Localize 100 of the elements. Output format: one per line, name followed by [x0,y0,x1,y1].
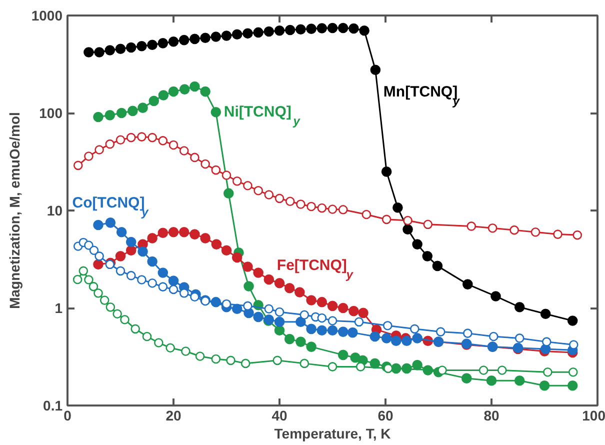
point [514,375,525,386]
point [148,278,157,288]
point [567,380,578,391]
point [306,342,316,352]
point [190,152,200,162]
point [488,223,498,233]
point [359,25,370,36]
point [138,246,148,257]
point [358,308,368,318]
point [514,334,524,343]
point [243,180,252,190]
point [158,228,168,238]
point [221,30,232,41]
point [327,325,338,336]
point [94,288,103,298]
point [94,145,104,154]
point [328,204,338,214]
point [105,139,115,149]
point [148,96,160,106]
x-tick-label: 60 [378,408,394,424]
point [296,336,306,347]
point [126,42,136,53]
point [200,86,210,97]
point [486,375,497,386]
point [190,229,200,240]
point [348,306,359,316]
point [168,226,179,238]
point [244,281,254,292]
point [543,367,552,377]
point [542,337,552,346]
point [84,275,94,284]
point [179,288,189,298]
point [136,41,147,52]
point [412,239,422,250]
point [402,224,413,235]
point [478,366,488,375]
point [284,282,295,294]
point [296,316,306,328]
point [89,246,99,256]
x-tick-label: 80 [484,408,500,424]
point [158,38,168,48]
point [168,36,179,47]
point [274,194,284,204]
point [126,245,136,256]
point [274,278,285,288]
point [384,364,393,374]
point [116,135,126,145]
point [300,310,310,320]
point [402,336,412,346]
point [530,227,540,237]
point [317,313,327,323]
point [466,222,476,231]
point [116,266,126,276]
point [296,200,306,209]
point [514,302,525,312]
x-tick-label: 0 [64,408,72,424]
point [253,268,264,278]
point [306,202,316,212]
point [88,282,98,292]
point [254,186,263,196]
y-tick-label: 1000 [31,8,63,24]
point [338,326,348,337]
point [438,366,447,375]
point [104,45,116,56]
point [116,108,127,118]
point [306,295,316,306]
point [126,270,136,280]
point [316,23,328,34]
point [158,268,168,278]
point [296,24,306,35]
point [497,366,507,375]
point [138,102,148,113]
point [382,320,392,330]
point [569,340,578,350]
point [93,220,104,230]
point [222,299,232,309]
point [211,165,221,175]
y-tick-label: 100 [39,105,63,121]
point [168,86,179,97]
point [178,226,190,238]
point [338,302,348,314]
point [93,112,104,122]
point [370,331,380,342]
point [190,34,200,44]
x-tick-label: 100 [582,408,605,424]
point [240,358,250,368]
point [210,32,222,42]
point [147,40,158,50]
point [178,34,190,46]
x-axis-title: Temperature, T, K [274,426,391,442]
point [362,210,372,220]
point [211,354,221,364]
point [306,324,316,334]
point [158,90,169,100]
point [572,230,582,240]
point [327,22,338,34]
point [200,233,210,244]
point [540,308,551,320]
point [147,256,158,267]
point [370,64,381,75]
